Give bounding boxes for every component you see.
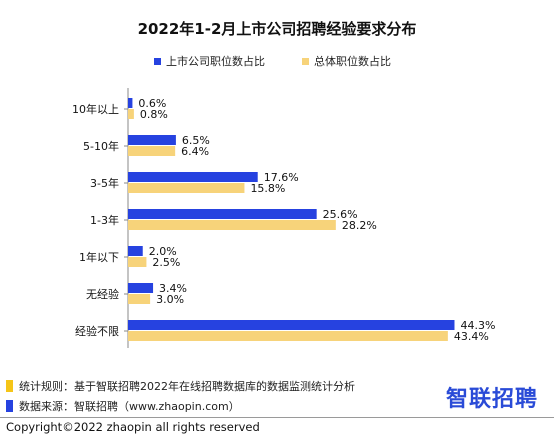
data-label: 3.0% <box>156 293 184 306</box>
zhaopin-logo: 智联招聘 <box>446 387 539 412</box>
category-label: 经验不限 <box>75 324 119 338</box>
data-label: 2.0% <box>149 245 177 258</box>
footer-mark-blue <box>6 400 13 412</box>
data-label: 25.6% <box>323 208 358 221</box>
bar-listed <box>128 135 176 145</box>
bar-listed <box>128 172 258 182</box>
bar-listed <box>128 98 133 108</box>
bar-overall <box>128 183 245 193</box>
bar-overall <box>128 257 147 267</box>
data-label: 0.6% <box>138 97 166 110</box>
data-label: 6.5% <box>182 134 210 147</box>
legend-label-overall: 总体职位数占比 <box>314 55 391 68</box>
legend-swatch-listed <box>154 57 161 65</box>
data-label: 3.4% <box>159 282 187 295</box>
data-label: 17.6% <box>264 171 299 184</box>
footer-divider <box>0 417 554 418</box>
category-label: 1年以下 <box>79 250 119 264</box>
data-label: 28.2% <box>342 219 377 232</box>
bar-listed <box>128 320 455 330</box>
legend-swatch-overall <box>302 57 309 65</box>
footer-source-text: 数据来源：智联招聘（www.zhaopin.com） <box>19 400 240 413</box>
bar-listed <box>128 209 317 219</box>
category-label: 1-3年 <box>90 213 119 227</box>
data-label: 15.8% <box>250 182 285 195</box>
bar-listed <box>128 246 143 256</box>
category-label: 3-5年 <box>90 176 119 190</box>
legend-item-overall: 总体职位数占比 <box>302 53 391 69</box>
bar-overall <box>128 220 336 230</box>
data-label: 0.8% <box>140 108 168 121</box>
category-label: 5-10年 <box>83 139 119 153</box>
bar-overall <box>128 294 151 304</box>
legend-label-listed: 上市公司职位数占比 <box>166 55 265 68</box>
copyright-text: Copyright©2022 zhaopin all rights reserv… <box>6 420 260 434</box>
category-label: 10年以上 <box>72 102 119 116</box>
chart-title: 2022年1-2月上市公司招聘经验要求分布 <box>137 20 417 38</box>
bar-overall <box>128 331 448 341</box>
bar-listed <box>128 283 154 293</box>
footer-rule-text: 统计规则：基于智联招聘2022年在线招聘数据库的数据监测统计分析 <box>19 380 355 393</box>
footer-note-rule: 统计规则：基于智联招聘2022年在线招聘数据库的数据监测统计分析 <box>6 378 355 394</box>
bar-overall <box>128 109 134 119</box>
data-label: 6.4% <box>181 145 209 158</box>
bar-overall <box>128 146 176 156</box>
footer-note-source: 数据来源：智联招聘（www.zhaopin.com） <box>6 398 240 414</box>
legend-item-listed: 上市公司职位数占比 <box>154 53 265 69</box>
data-label: 2.5% <box>152 256 180 269</box>
data-label: 43.4% <box>454 330 489 343</box>
category-label: 无经验 <box>86 287 119 301</box>
data-label: 44.3% <box>460 319 495 332</box>
footer-mark-yellow <box>6 380 13 392</box>
